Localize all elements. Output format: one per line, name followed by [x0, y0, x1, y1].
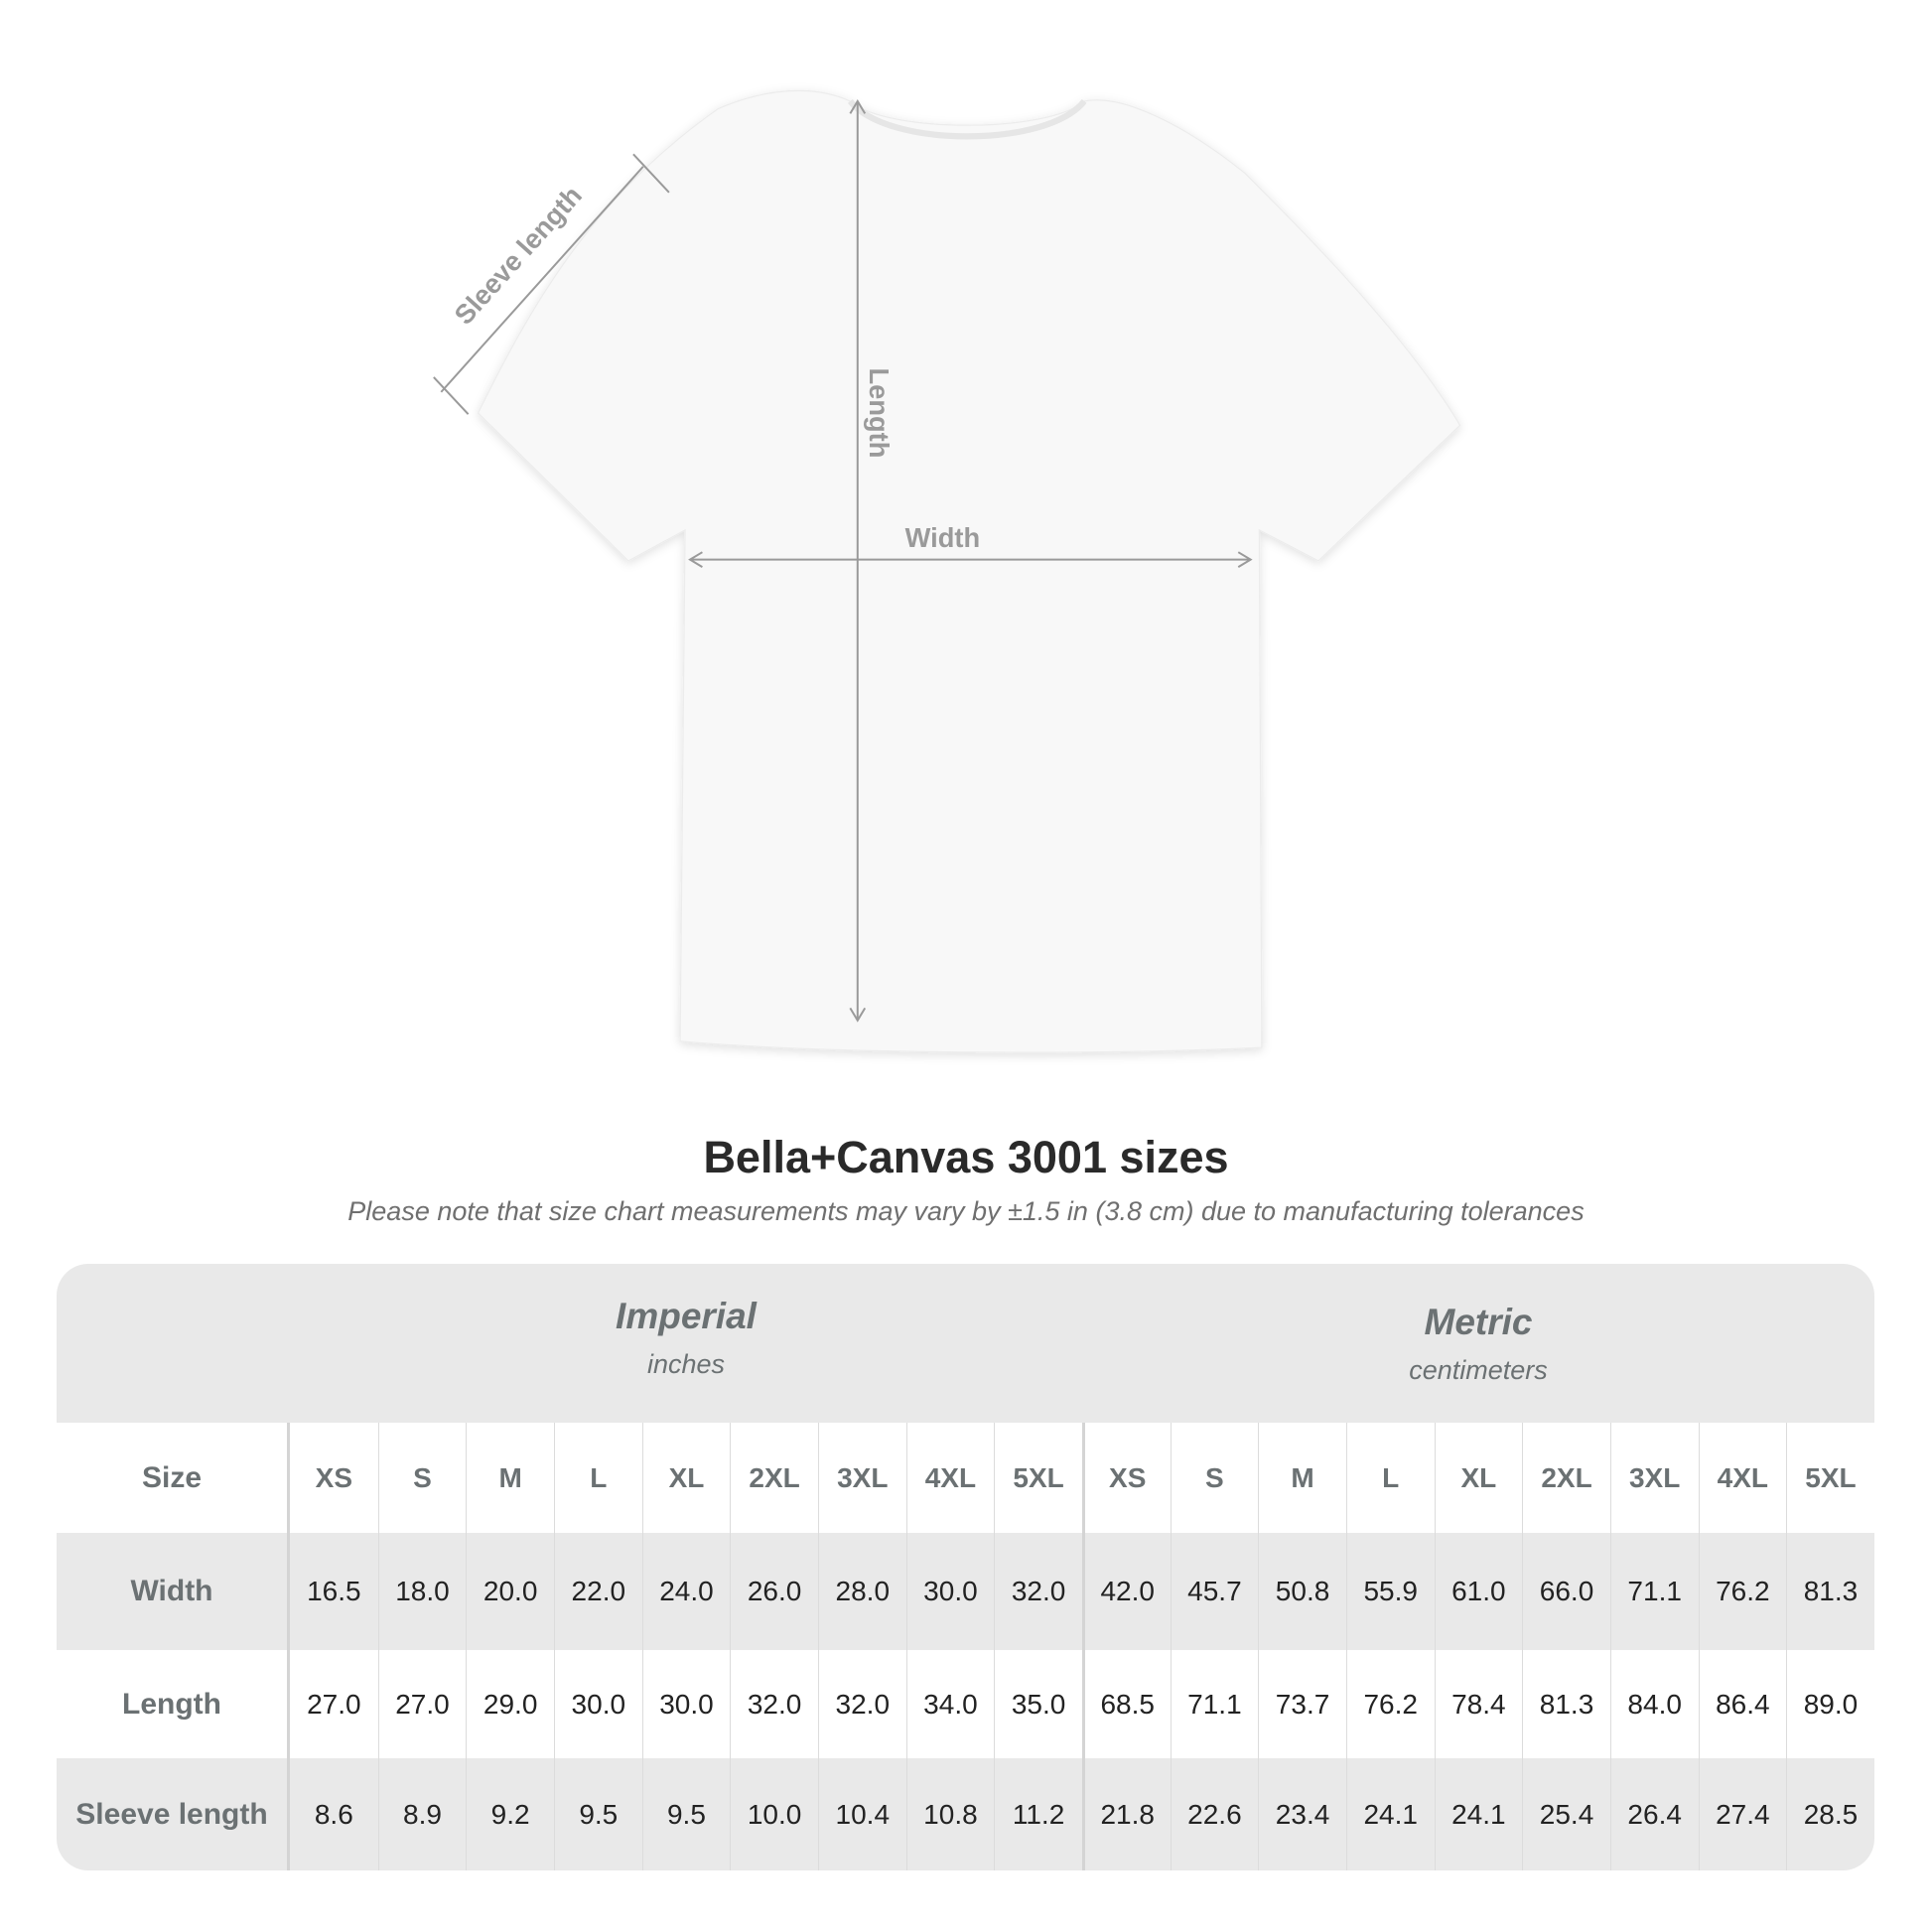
row-label: Size: [57, 1423, 290, 1533]
table-row: Sleeve length 8.6 8.9 9.2 9.5 9.5 10.0 10.4 10.8…: [57, 1758, 1874, 1870]
value-cell: 20.0: [466, 1533, 554, 1650]
group-unit: inches: [646, 1349, 726, 1379]
value-cell: 21.8: [1081, 1758, 1171, 1870]
value-cell: 32.0: [994, 1533, 1082, 1650]
value-cell: 35.0: [994, 1650, 1082, 1758]
value-cell: 22.6: [1170, 1758, 1259, 1870]
size-cell: 2XL: [730, 1423, 818, 1533]
value-cell: 26.0: [730, 1533, 818, 1650]
size-cell: 5XL: [1786, 1423, 1874, 1533]
value-cell: 29.0: [466, 1650, 554, 1758]
size-cell: L: [553, 1423, 642, 1533]
value-cell: 24.1: [1345, 1758, 1435, 1870]
value-cell: 86.4: [1698, 1650, 1787, 1758]
tolerance-note: Please note that size chart measurements…: [347, 1196, 1585, 1226]
value-cell: 55.9: [1345, 1533, 1435, 1650]
size-cell: 4XL: [1698, 1423, 1787, 1533]
value-cell: 30.0: [553, 1650, 642, 1758]
tshirt-diagram: Sleeve length Length Width: [433, 89, 1461, 1053]
size-table: Imperial inches Metric centimeters Size X…: [57, 1264, 1874, 1870]
value-cell: 27.0: [307, 1688, 361, 1720]
row-label: Sleeve length: [57, 1758, 290, 1870]
value-cell: 84.0: [1609, 1650, 1699, 1758]
value-cell: 76.2: [1698, 1533, 1787, 1650]
value-cell: 9.2: [466, 1758, 554, 1870]
value-cell: 27.0: [377, 1650, 467, 1758]
value-cell: 26.4: [1609, 1758, 1699, 1870]
value-cell: 8.6: [314, 1798, 353, 1830]
value-cell: 50.8: [1258, 1533, 1346, 1650]
value-cell: 34.0: [905, 1650, 995, 1758]
value-cell: 71.1: [1170, 1650, 1259, 1758]
size-cell: S: [1170, 1423, 1259, 1533]
size-cell: 3XL: [1609, 1423, 1699, 1533]
value-cell: 8.9: [377, 1758, 467, 1870]
value-cell: 25.4: [1522, 1758, 1610, 1870]
value-cell: 23.4: [1258, 1758, 1346, 1870]
value-cell: 32.0: [817, 1650, 906, 1758]
value-cell: 24.1: [1434, 1758, 1523, 1870]
value-cell: 27.4: [1698, 1758, 1787, 1870]
size-header-row: Size XS S M L XL 2XL 3XL 4XL 5XL XS S M L XL 2XL 3XL 4XL 5…: [57, 1423, 1874, 1533]
size-cell: M: [466, 1423, 554, 1533]
value-cell: 32.0: [730, 1650, 818, 1758]
size-cell: XS: [1081, 1423, 1171, 1533]
value-cell: 10.0: [730, 1758, 818, 1870]
size-cell: 5XL: [994, 1423, 1082, 1533]
group-name: Metric: [1424, 1302, 1533, 1342]
size-cell: 4XL: [905, 1423, 995, 1533]
size-cell: L: [1345, 1423, 1435, 1533]
value-cell: 28.0: [817, 1533, 906, 1650]
row-label: Width: [57, 1533, 290, 1650]
value-cell: 10.8: [905, 1758, 995, 1870]
value-cell: 9.5: [641, 1758, 731, 1870]
value-cell: 68.5: [1081, 1650, 1171, 1758]
value-cell: 11.2: [994, 1758, 1082, 1870]
value-cell: 16.5: [307, 1576, 361, 1606]
value-cell: 78.4: [1434, 1650, 1523, 1758]
size-cell: S: [377, 1423, 467, 1533]
table-row: Width 16.5 18.0 20.0 22.0 24.0 26.0 28.0 30.0 32.…: [57, 1533, 1874, 1650]
value-cell: 18.0: [377, 1533, 467, 1650]
value-cell: 61.0: [1434, 1533, 1523, 1650]
group-imperial: Imperial inches: [290, 1296, 1082, 1380]
size-cell: 3XL: [817, 1423, 906, 1533]
group-metric: Metric centimeters: [1082, 1302, 1874, 1386]
value-cell: 22.0: [553, 1533, 642, 1650]
value-cell: 9.5: [553, 1758, 642, 1870]
value-cell: 89.0: [1786, 1650, 1874, 1758]
value-cell: 45.7: [1170, 1533, 1259, 1650]
group-unit: centimeters: [1409, 1355, 1548, 1385]
size-cell: XL: [1434, 1423, 1523, 1533]
value-cell: 76.2: [1345, 1650, 1435, 1758]
value-cell: 24.0: [641, 1533, 731, 1650]
size-cell: M: [1258, 1423, 1346, 1533]
group-header: [57, 1264, 1874, 1423]
group-name: Imperial: [616, 1296, 757, 1336]
value-cell: 71.1: [1609, 1533, 1699, 1650]
row-label: Length: [57, 1650, 290, 1758]
width-label: Width: [905, 522, 981, 553]
value-cell: 30.0: [641, 1650, 731, 1758]
length-label: Length: [864, 367, 895, 458]
value-cell: 28.5: [1786, 1758, 1874, 1870]
sleeve-measure-line: [440, 166, 644, 393]
value-cell: 81.3: [1786, 1533, 1874, 1650]
value-cell: 73.7: [1258, 1650, 1346, 1758]
size-cell: XS: [315, 1461, 352, 1493]
value-cell: 66.0: [1522, 1533, 1610, 1650]
value-cell: 81.3: [1522, 1650, 1610, 1758]
tshirt-shape: [477, 89, 1461, 1053]
value-cell: 10.4: [817, 1758, 906, 1870]
table-row: Length 27.0 27.0 29.0 30.0 30.0 32.0 32.0 34.0 35…: [57, 1650, 1874, 1758]
size-cell: XL: [641, 1423, 731, 1533]
value-cell: 30.0: [905, 1533, 995, 1650]
value-cell: 42.0: [1081, 1533, 1171, 1650]
size-cell: 2XL: [1522, 1423, 1610, 1533]
page-title: Bella+Canvas 3001 sizes: [703, 1132, 1229, 1182]
